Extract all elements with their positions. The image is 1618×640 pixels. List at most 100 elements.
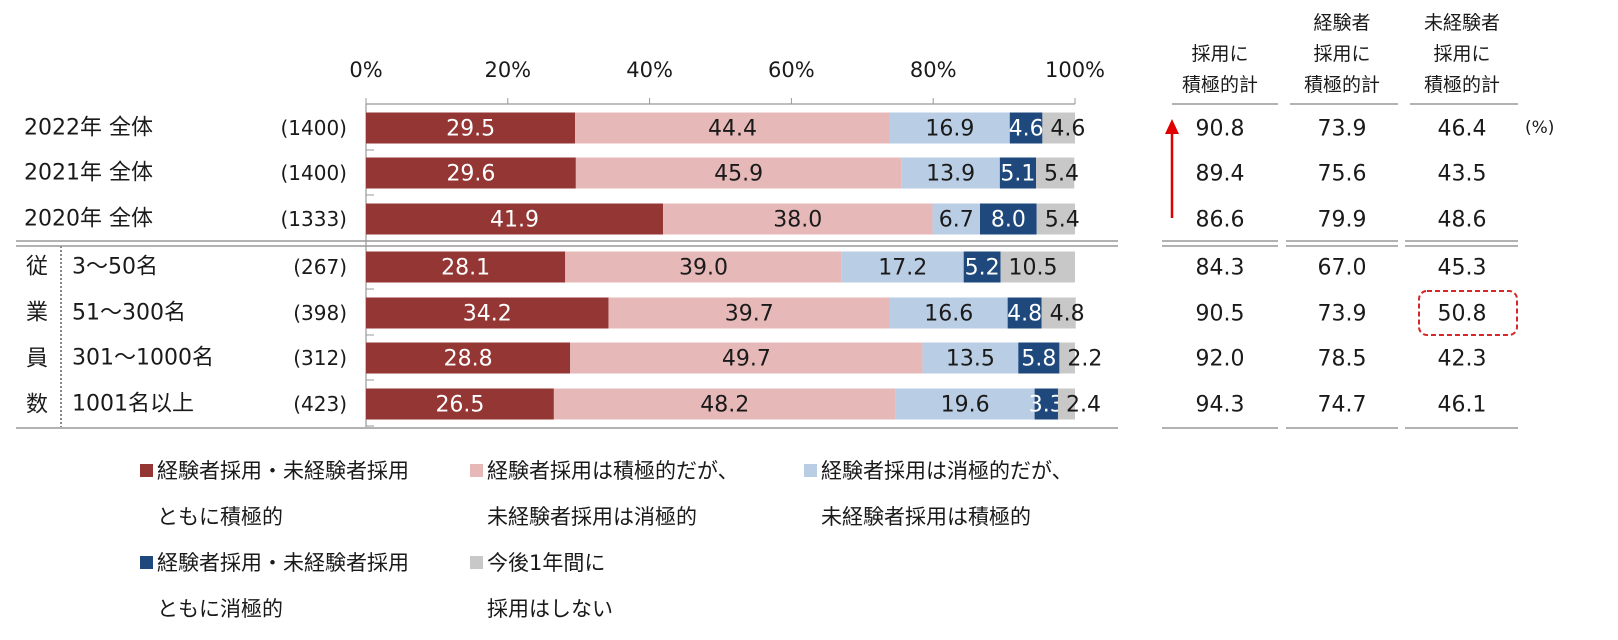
table-header: 未経験者 bbox=[1424, 12, 1500, 34]
group-label-char: 数 bbox=[26, 393, 48, 418]
data-label: 45.9 bbox=[714, 162, 763, 187]
bar-segment bbox=[1036, 203, 1075, 235]
legend-swatch bbox=[470, 556, 483, 569]
data-label: 13.9 bbox=[926, 162, 975, 187]
legend-item: 今後1年間に 採用はしない bbox=[470, 540, 613, 632]
x-tick-label: 60% bbox=[768, 58, 815, 82]
data-label: 41.9 bbox=[490, 208, 539, 233]
legend-item: 経験者採用・未経験者採用 ともに消極的 bbox=[140, 540, 409, 632]
legend-item-line: 今後1年間に bbox=[470, 540, 613, 586]
data-label: 49.7 bbox=[722, 347, 771, 372]
bar-segment bbox=[366, 297, 609, 329]
legend-swatch bbox=[470, 464, 483, 477]
table-value: 73.9 bbox=[1318, 302, 1367, 327]
table-value: 94.3 bbox=[1196, 393, 1245, 418]
legend-label: 未経験者採用は消極的 bbox=[487, 505, 697, 529]
data-label: 34.2 bbox=[463, 302, 512, 327]
row-label: 1001名以上 bbox=[72, 392, 194, 417]
legend-label: 経験者採用・未経験者採用 bbox=[157, 551, 409, 575]
bar-segment bbox=[979, 203, 1037, 235]
bar-segment bbox=[922, 342, 1019, 374]
legend-swatch bbox=[140, 556, 153, 569]
table-value: 78.5 bbox=[1318, 347, 1367, 372]
table-value: 90.8 bbox=[1196, 117, 1245, 142]
row-label: 2021年 全体 bbox=[24, 161, 153, 186]
bar-segment bbox=[366, 342, 571, 374]
sample-size: (1400) bbox=[280, 161, 347, 185]
data-label: 29.5 bbox=[446, 117, 495, 142]
bar-segment bbox=[366, 203, 664, 235]
table-value: 84.3 bbox=[1196, 256, 1245, 281]
bar-segment bbox=[570, 342, 923, 374]
table-header: 積極的計 bbox=[1424, 74, 1500, 96]
data-label: 5.4 bbox=[1044, 162, 1079, 187]
bar-segment bbox=[1018, 342, 1060, 374]
data-label: 38.0 bbox=[773, 208, 822, 233]
legend-item: 経験者採用は積極的だが、 未経験者採用は消極的 bbox=[470, 448, 739, 540]
table-value: 92.0 bbox=[1196, 347, 1245, 372]
data-label: 5.2 bbox=[965, 256, 1000, 281]
sample-size: (1333) bbox=[280, 207, 347, 231]
legend-label: 採用はしない bbox=[487, 597, 613, 621]
highlight-box bbox=[1418, 290, 1518, 336]
legend-label: 経験者採用は消極的だが、 bbox=[821, 459, 1073, 483]
data-label: 28.8 bbox=[444, 347, 493, 372]
data-label: 4.6 bbox=[1009, 117, 1044, 142]
sample-size: (398) bbox=[293, 301, 347, 325]
bar-segment bbox=[575, 112, 890, 144]
table-value: 86.6 bbox=[1196, 208, 1245, 233]
table-header: 採用に bbox=[1191, 43, 1248, 65]
legend-item-line: 経験者採用は積極的だが、 bbox=[470, 448, 739, 494]
row-label: 3～50名 bbox=[72, 255, 158, 280]
legend-item-line: 経験者採用・未経験者採用 bbox=[140, 448, 409, 494]
table-value: 46.1 bbox=[1438, 393, 1487, 418]
legend-label: 今後1年間に bbox=[487, 551, 606, 575]
bar-segment bbox=[1059, 342, 1075, 374]
data-label: 39.0 bbox=[679, 256, 728, 281]
x-tick-label: 80% bbox=[910, 58, 957, 82]
x-tick-label: 40% bbox=[626, 58, 673, 82]
legend-item: 経験者採用は消極的だが、 未経験者採用は積極的 bbox=[804, 448, 1073, 540]
legend-swatch bbox=[140, 464, 153, 477]
data-label: 8.0 bbox=[991, 208, 1026, 233]
bar-segment bbox=[366, 157, 576, 189]
bar-segment bbox=[889, 112, 1010, 144]
legend-item: 経験者採用・未経験者採用 ともに積極的 bbox=[140, 448, 409, 540]
data-label: 10.5 bbox=[1009, 256, 1058, 281]
table-header: 採用に bbox=[1433, 43, 1490, 65]
bar-segment bbox=[1042, 112, 1075, 144]
data-label: 5.4 bbox=[1045, 208, 1080, 233]
bar-segment bbox=[1007, 297, 1042, 329]
sample-size: (423) bbox=[293, 392, 347, 416]
legend-label: 経験者採用・未経験者採用 bbox=[157, 459, 409, 483]
bar-segment bbox=[1041, 297, 1076, 329]
bar-segment bbox=[895, 388, 1035, 420]
bar-segment bbox=[1036, 157, 1075, 189]
bar-segment bbox=[608, 297, 890, 329]
x-tick-label: 0% bbox=[349, 58, 382, 82]
legend-label: 経験者採用は積極的だが、 bbox=[487, 459, 739, 483]
trend-arrow-head bbox=[1165, 119, 1179, 134]
table-value: 42.3 bbox=[1438, 347, 1487, 372]
data-label: 44.4 bbox=[708, 117, 757, 142]
bar-segment bbox=[366, 251, 566, 283]
x-tick-label: 100% bbox=[1045, 58, 1105, 82]
group-label-char: 業 bbox=[26, 301, 48, 326]
bar-segment bbox=[366, 388, 554, 420]
data-label: 16.6 bbox=[924, 302, 973, 327]
data-label: 29.6 bbox=[446, 162, 495, 187]
bar-segment bbox=[963, 251, 1001, 283]
legend-item-line: 経験者採用・未経験者採用 bbox=[140, 540, 409, 586]
legend-item-line: 経験者採用は消極的だが、 bbox=[804, 448, 1073, 494]
table-value: 75.6 bbox=[1318, 162, 1367, 187]
data-label: 28.1 bbox=[441, 256, 490, 281]
bar-segment bbox=[901, 157, 1000, 189]
data-label: 13.5 bbox=[946, 347, 995, 372]
data-label: 26.5 bbox=[435, 393, 484, 418]
bar-segment bbox=[1009, 112, 1043, 144]
row-label: 2022年 全体 bbox=[24, 116, 153, 141]
bar-segment bbox=[889, 297, 1008, 329]
legend: 経験者採用・未経験者採用 ともに積極的 経験者採用は積極的だが、 未経験者採用は消極的… bbox=[140, 448, 1140, 638]
bar-segment bbox=[366, 112, 576, 144]
